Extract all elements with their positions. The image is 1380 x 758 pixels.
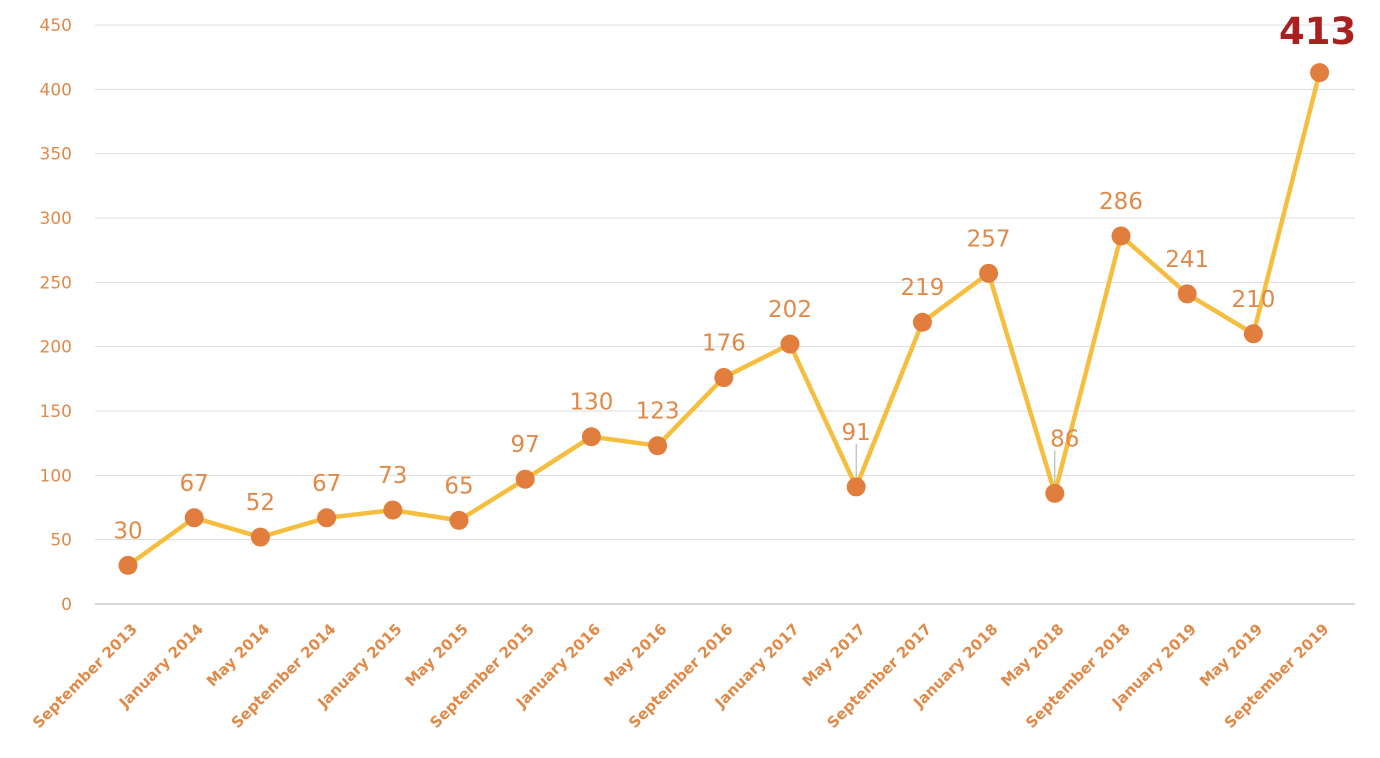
data-label: 219 (900, 275, 944, 301)
data-point (383, 500, 403, 520)
data-point (184, 508, 204, 528)
x-tick-label: September 2013 (29, 620, 141, 732)
y-tick-label: 0 (61, 595, 72, 615)
x-tick-label: May 2018 (997, 620, 1067, 690)
y-tick-label: 450 (40, 16, 72, 36)
data-point (317, 508, 337, 528)
y-tick-label: 100 (40, 466, 72, 486)
label-leader-lines (855, 443, 1056, 484)
data-point (1111, 226, 1131, 246)
x-tick-label: May 2014 (203, 620, 273, 690)
y-tick-label: 150 (40, 402, 72, 422)
data-point (780, 334, 800, 354)
data-label: 73 (378, 463, 407, 489)
data-label: 202 (768, 297, 812, 323)
data-point (118, 555, 138, 575)
data-point (648, 436, 668, 456)
data-label: 97 (511, 432, 540, 458)
data-label: 65 (444, 473, 473, 499)
data-label: 30 (113, 518, 142, 544)
data-point (449, 510, 469, 530)
data-point (714, 368, 734, 388)
data-label: 176 (702, 331, 746, 357)
data-label: 86 (1050, 426, 1079, 452)
data-point (1045, 483, 1065, 503)
y-tick-label: 50 (50, 531, 72, 551)
y-axis-tick-labels: 0 50 100 150 200 250 300 350 400 450 (40, 16, 72, 615)
data-point (515, 469, 535, 489)
y-tick-label: 200 (40, 338, 72, 358)
data-point (1177, 284, 1197, 304)
data-point (846, 477, 866, 497)
series-line-group (125, 70, 1322, 568)
x-tick-label: May 2016 (600, 620, 670, 690)
x-tick-label: May 2017 (799, 620, 869, 690)
series-line (125, 70, 1322, 568)
data-label: 257 (967, 226, 1011, 252)
data-label: 241 (1165, 247, 1209, 273)
x-tick-label: May 2015 (402, 620, 472, 690)
y-tick-label: 350 (40, 145, 72, 165)
y-tick-label: 400 (40, 80, 72, 100)
data-point (250, 527, 270, 547)
data-label: 67 (180, 471, 209, 497)
data-point (1310, 63, 1330, 83)
y-tick-label: 250 (40, 273, 72, 293)
highlight-data-label: 413 (1279, 10, 1356, 53)
data-labels: 30 67 52 67 73 65 97 130 123 176 202 91 219 257 86 286 2… (113, 10, 1356, 544)
data-point (1243, 324, 1263, 344)
data-label: 130 (569, 390, 613, 416)
y-tick-label: 300 (40, 209, 72, 229)
x-tick-label: May 2019 (1196, 620, 1266, 690)
grid-lines (95, 24, 1355, 605)
data-label: 210 (1231, 287, 1275, 313)
data-label: 52 (246, 490, 275, 516)
data-point (979, 263, 999, 283)
data-label: 91 (842, 420, 871, 446)
data-label: 123 (636, 399, 680, 425)
data-point (581, 427, 601, 447)
data-points (118, 63, 1330, 575)
data-label: 67 (312, 471, 341, 497)
data-label: 286 (1099, 189, 1143, 215)
data-point (912, 312, 932, 332)
